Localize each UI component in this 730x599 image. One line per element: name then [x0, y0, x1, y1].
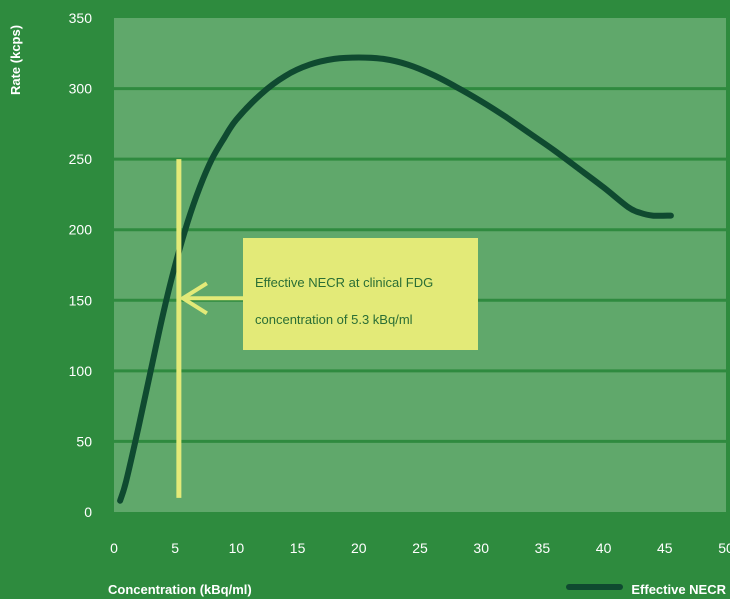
x-tick-label-35: 35	[535, 540, 551, 556]
y-tick-label-0: 0	[84, 504, 92, 520]
y-tick-label-50: 50	[76, 433, 92, 449]
x-tick-label-15: 15	[290, 540, 306, 556]
series-line-effective-necr	[117, 54, 674, 504]
y-tick-labels: 0 50 100 150 200 250 300 350	[69, 10, 93, 520]
x-tick-label-30: 30	[473, 540, 489, 556]
y-axis-label: Rate (kcps)	[8, 25, 23, 95]
x-tick-label-25: 25	[412, 540, 428, 556]
y-tick-label-100: 100	[69, 363, 93, 379]
annotation-text-line-1: Effective NECR at clinical FDG	[255, 275, 433, 290]
annotation-box	[243, 238, 478, 350]
x-axis-label: Concentration (kBq/ml)	[108, 582, 252, 597]
x-tick-label-20: 20	[351, 540, 367, 556]
y-tick-label-150: 150	[69, 292, 93, 308]
x-tick-label-5: 5	[171, 540, 179, 556]
y-tick-label-350: 350	[69, 10, 93, 26]
y-tick-label-200: 200	[69, 222, 93, 238]
x-tick-label-0: 0	[110, 540, 118, 556]
x-tick-label-10: 10	[229, 540, 245, 556]
x-tick-label-40: 40	[596, 540, 612, 556]
y-tick-label-250: 250	[69, 151, 93, 167]
legend-label-effective-necr: Effective NECR	[631, 582, 726, 597]
annotation-text-line-2: concentration of 5.3 kBq/ml	[255, 312, 413, 327]
arrow-head-icon	[179, 281, 208, 315]
x-tick-label-50: 50	[718, 540, 730, 556]
x-tick-label-45: 45	[657, 540, 673, 556]
y-tick-label-300: 300	[69, 81, 93, 97]
x-tick-labels: 0 5 10 15 20 25 30 35 40 45 50	[110, 540, 730, 556]
